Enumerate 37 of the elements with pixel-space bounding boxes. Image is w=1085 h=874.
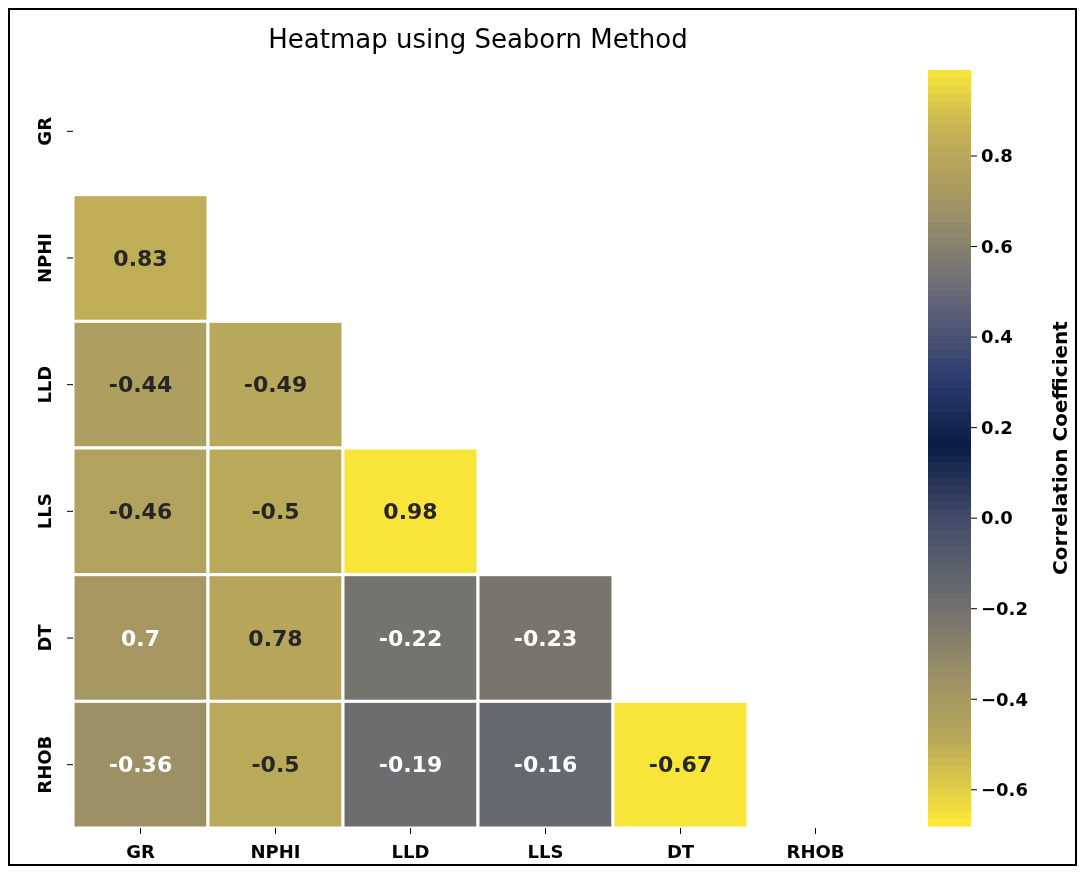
color-bar-title: Correlation Coefficient	[1048, 320, 1072, 575]
data-label: 0.83	[113, 245, 168, 271]
color-bar-label: 0.8	[981, 145, 1013, 167]
data-label: -0.5	[251, 752, 300, 778]
x-tick-label: NPHI	[250, 841, 301, 862]
data-label: -0.5	[251, 499, 300, 525]
x-tick-label: DT	[666, 841, 695, 862]
x-tick-label: LLS	[527, 841, 564, 862]
data-label: -0.36	[108, 752, 173, 778]
chart-title: Heatmap using Seaborn Method	[268, 24, 688, 54]
data-label: -0.46	[108, 499, 173, 525]
data-label: 0.98	[383, 499, 438, 525]
y-tick-label: DT	[34, 623, 55, 652]
data-label: -0.49	[243, 372, 308, 398]
y-tick-label: NPHI	[34, 232, 55, 284]
y-tick-label: LLD	[34, 365, 55, 404]
y-tick-label: LLS	[34, 493, 55, 530]
data-label: -0.22	[378, 625, 443, 651]
color-bar-label: −0.4	[981, 688, 1028, 710]
data-label: -0.16	[513, 752, 578, 778]
data-label: -0.44	[108, 372, 173, 398]
color-bar-label: −0.2	[981, 598, 1028, 620]
color-bar-label: 0.2	[981, 416, 1013, 438]
x-tick-label: RHOB	[786, 841, 845, 862]
y-tick-label: GR	[34, 116, 55, 146]
data-label: -0.23	[513, 625, 578, 651]
color-bar-label: 0.6	[981, 235, 1013, 257]
data-label: -0.67	[648, 752, 713, 778]
data-label: -0.19	[378, 752, 443, 778]
color-bar-label: 0.0	[981, 507, 1013, 529]
y-tick-label: RHOB	[34, 735, 55, 794]
data-label: 0.78	[248, 625, 303, 651]
x-tick-label: LLD	[391, 841, 430, 862]
data-label: 0.7	[121, 625, 160, 651]
x-tick-label: GR	[126, 841, 155, 862]
color-bar-label: −0.6	[981, 779, 1028, 801]
color-bar-label: 0.4	[981, 326, 1013, 348]
